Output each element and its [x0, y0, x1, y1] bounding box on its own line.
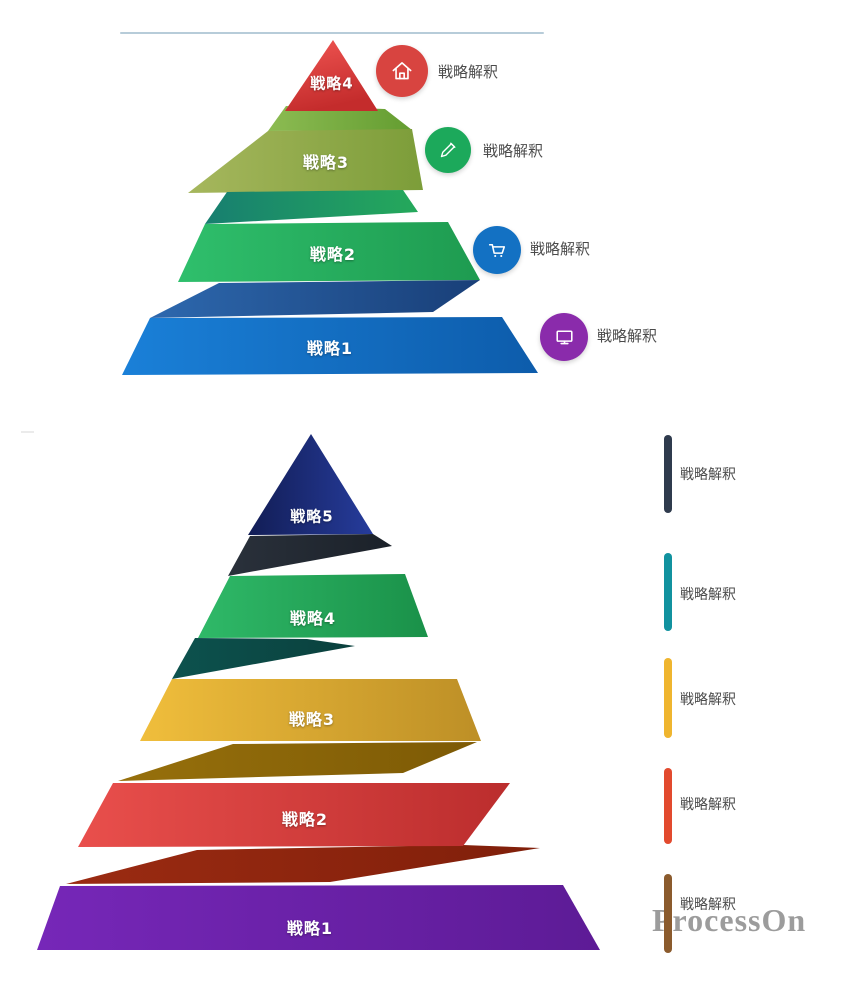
legend-bar-label-4: 戦略解釈 — [680, 797, 736, 813]
legend-circle-monitor — [540, 313, 588, 361]
pyramid-bottom-level-1 — [37, 885, 600, 950]
legend-circle-pencil — [425, 127, 471, 173]
pyramid-bottom-fold-45 — [228, 534, 392, 576]
legend-bar-2 — [664, 553, 672, 631]
pyramid-top-level-1-label: 戦略1 — [306, 339, 354, 358]
pyramid-bottom-level-2 — [78, 783, 510, 847]
pyramid-bottom-fold-12 — [66, 845, 540, 884]
pyramid-top-level-2 — [178, 222, 480, 282]
legend-bar-1 — [664, 435, 672, 513]
pyramid-bottom-level-3-label: 戦略3 — [288, 710, 336, 729]
home-icon — [392, 62, 412, 80]
pyramid-top-level-3 — [188, 129, 423, 193]
pyramid-bottom-level-1-label: 戦略1 — [286, 919, 334, 938]
top-divider-line — [120, 32, 544, 34]
pyramid-bottom-fold-34 — [172, 638, 355, 679]
pyramid-top-fold-3 — [268, 106, 412, 131]
monitor-icon — [555, 329, 573, 344]
legend-bar-label-3: 戦略解釈 — [680, 692, 736, 708]
pyramid-bottom-level-5 — [248, 434, 373, 535]
pyramid-top-fold-1 — [150, 280, 480, 318]
legend-bar-label-5: 戦略解釈 — [680, 897, 736, 913]
pyramid-bottom-level-4 — [198, 574, 428, 638]
legend-bar-label-1: 戦略解釈 — [680, 467, 736, 483]
faint-dash — [21, 431, 34, 433]
legend-circle-home — [376, 45, 428, 97]
pyramid-top-level-2-label: 戦略2 — [309, 245, 357, 264]
legend-label-2: 戦略解釈 — [483, 142, 544, 160]
pyramid-top-level-4 — [285, 40, 378, 111]
legend-bar-4 — [664, 768, 672, 844]
pyramid-top-fold-2 — [205, 190, 418, 224]
pyramid-bottom-fold-23 — [118, 742, 477, 781]
cart-icon — [488, 243, 505, 257]
legend-bar-label-2: 戦略解釈 — [680, 587, 736, 603]
legend-label-3: 戦略解釈 — [530, 240, 591, 258]
legend-label-4: 戦略解釈 — [597, 327, 658, 345]
pyramid-bottom-level-5-label: 戦略5 — [290, 507, 334, 526]
pyramid-bottom-level-3 — [140, 679, 481, 741]
processon-watermark: ProcessOn — [652, 902, 807, 938]
legend-bar-5 — [664, 874, 672, 953]
pyramid-top-level-4-label: 戦略4 — [310, 74, 354, 93]
pyramid-top-level-3-label: 戦略3 — [302, 153, 350, 172]
pyramid-bottom-level-4-label: 戦略4 — [289, 609, 337, 628]
legend-label-1: 戦略解釈 — [438, 63, 499, 81]
legend-circle-cart — [473, 226, 521, 274]
legend-bar-3 — [664, 658, 672, 738]
pyramid-bottom-level-2-label: 戦略2 — [281, 810, 329, 829]
pencil-icon — [440, 142, 456, 158]
pyramid-top-level-1 — [122, 317, 538, 375]
